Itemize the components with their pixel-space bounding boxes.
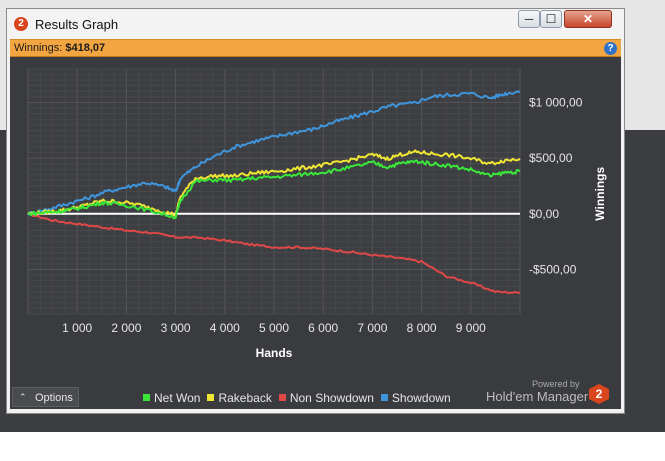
close-icon: ✕ — [582, 12, 594, 26]
close-button[interactable]: ✕ — [564, 10, 612, 28]
graph-panel: 1 000 2 000 3 000 4 000 5 000 6 000 7 000 8 000… — [10, 57, 621, 409]
series-line-rakeback — [27, 149, 521, 217]
legend-label: Non Showdown — [289, 391, 374, 405]
options-label: Options — [35, 392, 73, 404]
brand-name: Hold'em Manager — [486, 389, 589, 404]
x-tick-label: 6 000 — [308, 321, 338, 335]
series-line-net-won — [27, 159, 521, 220]
minimize-button[interactable]: ─ — [518, 10, 540, 28]
y-tick-label: $500,00 — [529, 151, 573, 165]
y-tick-label: $1 000,00 — [529, 95, 583, 109]
winnings-summary: Winnings: $418,07 — [14, 42, 105, 54]
winnings-bar: Winnings: $418,07 ? — [10, 39, 621, 57]
x-axis-title: Hands — [256, 346, 293, 360]
legend-swatch — [278, 394, 286, 401]
minimize-icon: ─ — [524, 12, 534, 26]
window-title: Results Graph — [35, 17, 119, 32]
legend-label: Net Won — [154, 391, 201, 405]
series-line-non-showdown — [27, 212, 521, 294]
legend-item-rakeback[interactable]: Rakeback — [207, 391, 272, 405]
winnings-value: $418,07 — [65, 42, 106, 54]
y-tick-label: $0,00 — [529, 207, 559, 221]
legend-swatch — [380, 394, 388, 401]
title-bar[interactable]: 2 Results Graph ─ ☐ ✕ — [7, 9, 624, 39]
results-graph-window: 2 Results Graph ─ ☐ ✕ Winnings: $418,07 … — [6, 8, 625, 414]
hm2-logo-icon: 2 — [589, 384, 609, 404]
options-button[interactable]: ⌃ Options — [12, 387, 79, 407]
chevron-up-icon: ⌃ — [19, 392, 27, 402]
y-tick-label: -$500,00 — [529, 262, 577, 276]
maximize-icon: ☐ — [545, 12, 557, 26]
legend-swatch — [143, 394, 150, 401]
chart-legend: Net Won Rakeback Non Showdown Showdown — [143, 391, 458, 405]
x-tick-label: 1 000 — [62, 321, 92, 335]
x-tick-label: 2 000 — [111, 321, 141, 335]
legend-label: Rakeback — [218, 391, 272, 405]
winnings-label: Winnings: — [14, 42, 63, 54]
x-tick-label: 3 000 — [161, 321, 191, 335]
x-tick-label: 9 000 — [456, 321, 486, 335]
results-chart: 1 000 2 000 3 000 4 000 5 000 6 000 7 000 8 000… — [27, 68, 607, 360]
legend-item-showdown[interactable]: Showdown — [380, 391, 451, 405]
maximize-button[interactable]: ☐ — [540, 10, 562, 28]
x-tick-label: 8 000 — [407, 321, 437, 335]
hm2-app-icon: 2 — [14, 17, 28, 31]
x-tick-label: 5 000 — [259, 321, 289, 335]
x-tick-label: 7 000 — [357, 321, 387, 335]
legend-item-net-won[interactable]: Net Won — [143, 391, 200, 405]
legend-label: Showdown — [391, 391, 451, 405]
help-icon[interactable]: ? — [604, 42, 617, 55]
legend-item-non-showdown[interactable]: Non Showdown — [278, 391, 374, 405]
y-axis-title: Winnings — [593, 167, 607, 221]
x-tick-label: 4 000 — [210, 321, 240, 335]
legend-swatch — [207, 394, 215, 401]
series-line-showdown — [27, 90, 521, 216]
powered-by-text: Powered by — [532, 379, 580, 389]
